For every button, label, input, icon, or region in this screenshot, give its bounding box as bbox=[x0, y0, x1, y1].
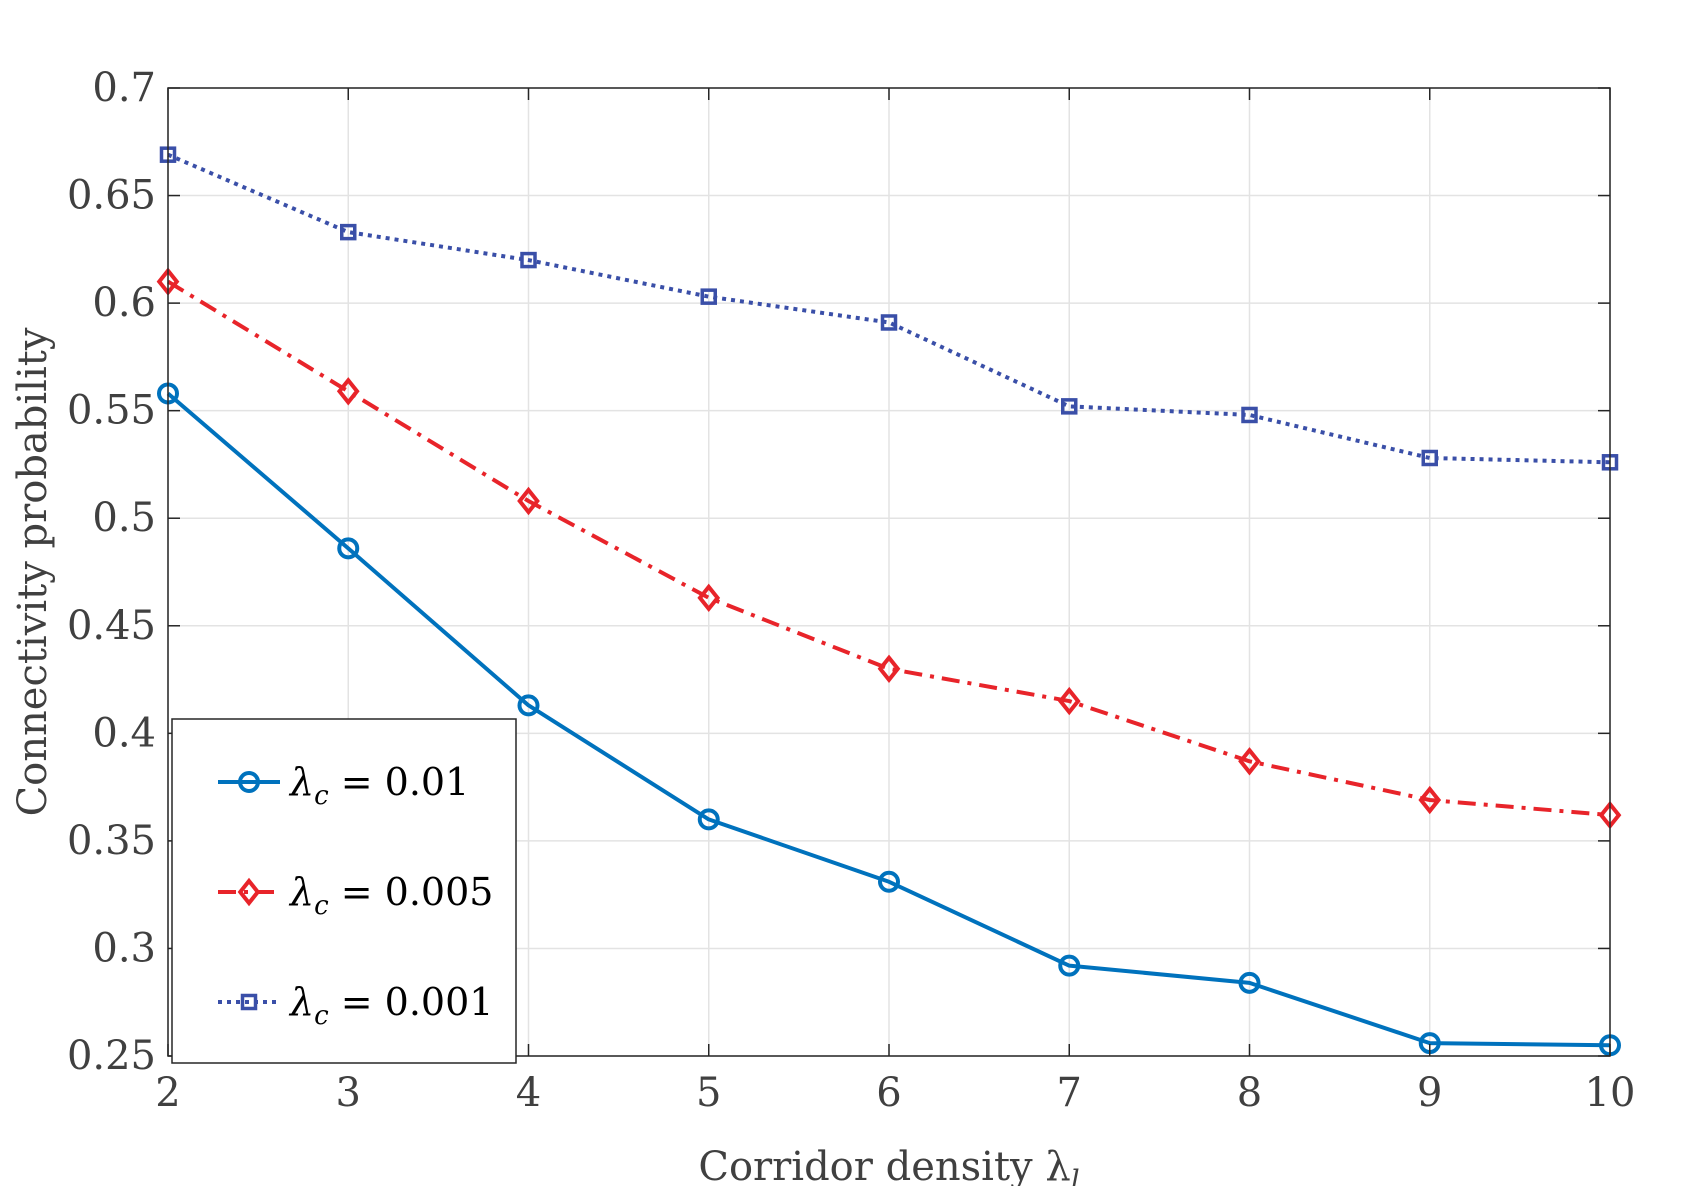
x-tick-label: 2 bbox=[155, 1070, 180, 1116]
y-tick-label: 0.7 bbox=[92, 65, 156, 111]
series-line bbox=[166, 279, 1611, 818]
legend-label-symbol: λ bbox=[288, 980, 314, 1024]
legend-label-subscript: c bbox=[314, 891, 329, 921]
data-point bbox=[1238, 971, 1261, 994]
data-point bbox=[880, 314, 898, 331]
data-point bbox=[697, 583, 721, 613]
legend-label-value: = 0.005 bbox=[329, 870, 494, 914]
data-point bbox=[1421, 449, 1438, 467]
legend-marker bbox=[238, 771, 260, 793]
data-point bbox=[1057, 686, 1081, 716]
y-tick-label: 0.3 bbox=[92, 925, 156, 971]
data-point bbox=[1058, 954, 1081, 977]
data-point bbox=[878, 870, 900, 893]
y-tick-label: 0.35 bbox=[67, 818, 156, 864]
data-point bbox=[517, 694, 540, 717]
x-tick-label: 10 bbox=[1585, 1070, 1636, 1116]
data-point bbox=[1241, 406, 1258, 424]
x-axis-label-text: Corridor density λ bbox=[698, 1144, 1070, 1186]
data-point bbox=[336, 377, 360, 406]
x-tick-label: 8 bbox=[1237, 1070, 1262, 1116]
x-tick-label: 9 bbox=[1417, 1070, 1442, 1116]
legend-label-value: = 0.01 bbox=[329, 760, 470, 804]
data-point bbox=[340, 223, 357, 241]
y-tick-label: 0.45 bbox=[67, 603, 156, 649]
y-tick-label: 0.55 bbox=[67, 388, 156, 434]
data-point bbox=[337, 537, 360, 560]
data-point bbox=[697, 808, 720, 831]
x-axis-label-subscript: l bbox=[1071, 1164, 1080, 1186]
data-point bbox=[520, 251, 537, 269]
legend-label-subscript: c bbox=[314, 781, 329, 811]
data-point bbox=[700, 288, 717, 305]
y-tick-label: 0.4 bbox=[92, 710, 156, 756]
legend-label-subscript: c bbox=[314, 1001, 329, 1031]
data-point bbox=[1061, 398, 1078, 415]
x-tick-label: 7 bbox=[1057, 1070, 1082, 1116]
y-tick-label: 0.25 bbox=[67, 1033, 156, 1079]
data-point bbox=[1418, 785, 1442, 815]
y-axis-label: Connectivity probability bbox=[10, 327, 56, 816]
x-tick-label: 3 bbox=[336, 1070, 361, 1116]
data-point bbox=[517, 486, 540, 516]
legend-label-symbol: λ bbox=[288, 760, 314, 804]
legend-marker bbox=[237, 877, 261, 907]
series-3 bbox=[159, 146, 1619, 471]
series-line bbox=[166, 391, 1611, 1048]
legend-label: λc = 0.005 bbox=[288, 870, 493, 921]
legend-label-symbol: λ bbox=[288, 870, 314, 914]
y-tick-label: 0.5 bbox=[92, 495, 156, 541]
legend-label-value: = 0.001 bbox=[329, 980, 494, 1024]
legend-marker bbox=[240, 993, 258, 1011]
legend-label: λc = 0.001 bbox=[288, 980, 493, 1031]
axes: 2 3 4 5 6 7 8 9 10 0.25 0.3 0.35 0.4 0.45 0.5 0.55 0.6 0.… bbox=[10, 65, 1636, 1191]
x-tick-label: 4 bbox=[516, 1070, 541, 1116]
legend-label: λc = 0.01 bbox=[288, 760, 469, 811]
data-point bbox=[877, 654, 901, 684]
y-tick-label: 0.65 bbox=[67, 173, 156, 219]
x-tick-label: 5 bbox=[696, 1070, 721, 1116]
y-tick-label: 0.6 bbox=[92, 280, 156, 326]
x-axis-label: Corridor density λl bbox=[698, 1144, 1079, 1186]
x-tick-label: 6 bbox=[876, 1070, 901, 1116]
data-point bbox=[1238, 747, 1261, 776]
